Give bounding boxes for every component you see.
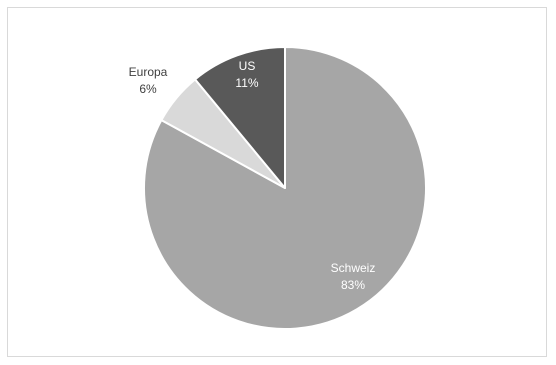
pie-slices: [143, 46, 427, 330]
data-label-us: US 11%: [235, 59, 258, 90]
slice-value: 6%: [139, 82, 157, 96]
slice-label: Schweiz: [331, 261, 376, 275]
slice-label: Europa: [129, 65, 168, 79]
pie-slice-us: [194, 46, 286, 189]
slice-value: 83%: [341, 278, 365, 292]
pie-labels: Schweiz 83% Europa 6% US 11%: [129, 59, 376, 292]
data-label-schweiz: Schweiz 83%: [331, 261, 376, 292]
data-label-europa: Europa 6%: [129, 65, 168, 96]
slice-label: US: [239, 59, 256, 73]
slice-value: 11%: [235, 76, 258, 90]
